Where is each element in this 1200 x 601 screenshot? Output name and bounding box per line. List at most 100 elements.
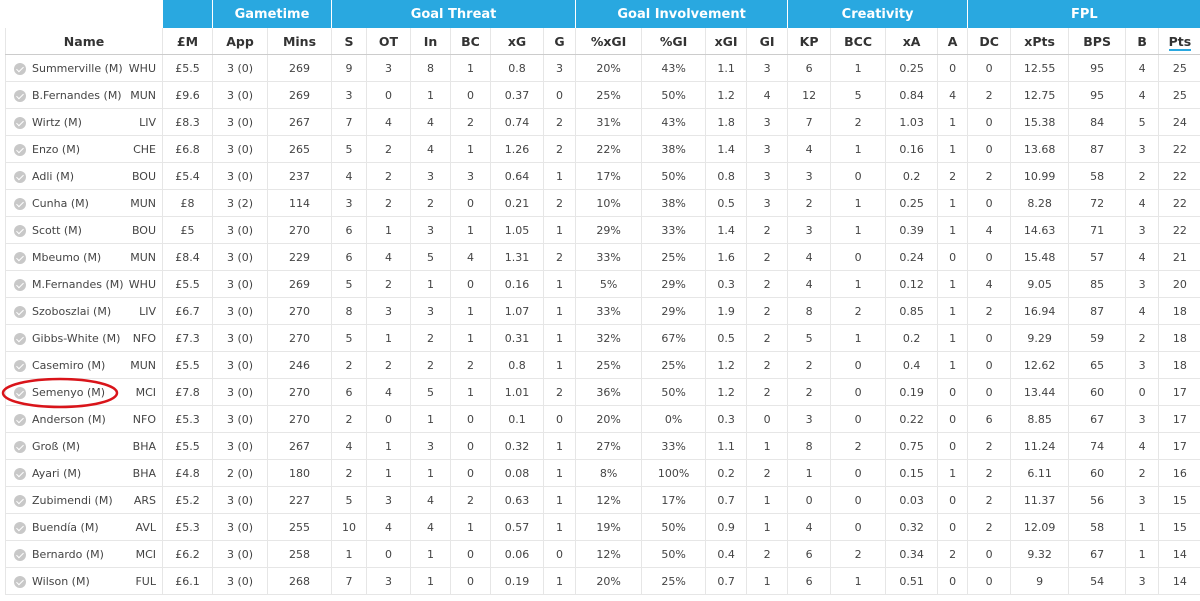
column-header[interactable]: BCC	[830, 28, 886, 55]
player-name[interactable]: Cunha (M)	[32, 196, 89, 210]
check-icon[interactable]	[14, 170, 26, 183]
stat-cell: 1	[1125, 513, 1159, 541]
column-header[interactable]: S	[331, 28, 367, 55]
check-icon[interactable]	[14, 467, 26, 480]
column-label[interactable]: Pts	[1168, 33, 1192, 51]
check-icon[interactable]	[14, 197, 26, 210]
player-name[interactable]: Buendía (M)	[32, 520, 99, 534]
column-header[interactable]: Pts	[1158, 28, 1200, 55]
player-name[interactable]: Adli (M)	[32, 169, 74, 183]
column-label[interactable]: BCC	[844, 33, 873, 49]
player-name[interactable]: M.Fernandes (M)	[32, 277, 124, 291]
check-icon[interactable]	[14, 62, 26, 75]
check-icon[interactable]	[14, 305, 26, 318]
player-name[interactable]: Enzo (M)	[32, 142, 80, 156]
player-name[interactable]: Summerville (M)	[32, 61, 123, 75]
column-label[interactable]: App	[226, 33, 254, 49]
column-label[interactable]: Name	[63, 33, 105, 49]
stat-cell: 0.25	[885, 189, 938, 217]
column-label[interactable]: xG	[507, 33, 527, 49]
column-label[interactable]: xPts	[1024, 33, 1055, 49]
player-name[interactable]: Wilson (M)	[32, 574, 90, 588]
check-icon[interactable]	[14, 494, 26, 507]
column-label[interactable]: %xGI	[590, 33, 627, 49]
column-label[interactable]: £M	[176, 33, 199, 49]
column-label[interactable]: A	[947, 33, 958, 49]
stat-cell: 3 (0)	[212, 540, 268, 568]
column-header[interactable]: xGI	[705, 28, 747, 55]
player-cell: Gibbs-White (M) NFO	[5, 324, 163, 352]
player-name[interactable]: B.Fernandes (M)	[32, 88, 122, 102]
column-header[interactable]: A	[937, 28, 968, 55]
column-label[interactable]: xGI	[714, 33, 738, 49]
column-label[interactable]: xA	[902, 33, 921, 49]
stat-cell: 0	[542, 540, 576, 568]
check-icon[interactable]	[14, 575, 26, 588]
player-cell: Cunha (M) MUN	[5, 189, 163, 217]
column-header[interactable]: xPts	[1010, 28, 1069, 55]
player-name[interactable]: Semenyo (M)	[32, 385, 106, 399]
column-label[interactable]: In	[423, 33, 438, 49]
column-header[interactable]: xG	[490, 28, 544, 55]
check-icon[interactable]	[14, 143, 26, 156]
stat-cell: 2	[746, 270, 788, 298]
stat-cell: 0	[450, 270, 491, 298]
column-header[interactable]: App	[212, 28, 268, 55]
column-label[interactable]: GI	[759, 33, 775, 49]
stat-cell: 1	[937, 189, 968, 217]
player-name[interactable]: Wirtz (M)	[32, 115, 82, 129]
column-header[interactable]: GI	[746, 28, 788, 55]
column-header[interactable]: %GI	[641, 28, 706, 55]
column-header[interactable]: Mins	[267, 28, 332, 55]
column-label[interactable]: BC	[461, 33, 480, 49]
column-label[interactable]: BPS	[1083, 33, 1111, 49]
player-name[interactable]: Szoboszlai (M)	[32, 304, 112, 318]
check-icon[interactable]	[14, 386, 26, 399]
column-header[interactable]: B	[1125, 28, 1159, 55]
player-name[interactable]: Scott (M)	[32, 223, 82, 237]
column-label[interactable]: DC	[979, 33, 999, 49]
stat-cell: 25%	[641, 351, 706, 379]
column-label[interactable]: S	[344, 33, 354, 49]
column-header[interactable]: OT	[366, 28, 411, 55]
player-name[interactable]: Gibbs-White (M)	[32, 331, 121, 345]
column-label[interactable]: %GI	[659, 33, 688, 49]
column-header[interactable]: BPS	[1068, 28, 1126, 55]
check-icon[interactable]	[14, 89, 26, 102]
stat-cell: 36%	[575, 378, 642, 406]
player-name[interactable]: Mbeumo (M)	[32, 250, 102, 264]
check-icon[interactable]	[14, 413, 26, 426]
player-name[interactable]: Casemiro (M)	[32, 358, 106, 372]
player-name[interactable]: Bernardo (M)	[32, 547, 104, 561]
stat-cell: 1	[410, 270, 451, 298]
column-header[interactable]: xA	[885, 28, 938, 55]
player-name[interactable]: Ayari (M)	[32, 466, 82, 480]
check-icon[interactable]	[14, 278, 26, 291]
column-header[interactable]: %xGI	[575, 28, 642, 55]
stat-cell: 1	[410, 540, 451, 568]
column-label[interactable]: G	[554, 33, 565, 49]
check-icon[interactable]	[14, 251, 26, 264]
check-icon[interactable]	[14, 548, 26, 561]
column-label[interactable]: OT	[378, 33, 399, 49]
check-icon[interactable]	[14, 332, 26, 345]
stat-cell: 56	[1068, 486, 1126, 514]
player-name[interactable]: Groß (M)	[32, 439, 81, 453]
column-header[interactable]: DC	[967, 28, 1011, 55]
check-icon[interactable]	[14, 116, 26, 129]
column-header[interactable]: Name	[5, 28, 163, 55]
column-header[interactable]: £M	[162, 28, 213, 55]
column-label[interactable]: B	[1137, 33, 1147, 49]
column-header[interactable]: In	[410, 28, 451, 55]
player-name[interactable]: Anderson (M)	[32, 412, 106, 426]
check-icon[interactable]	[14, 521, 26, 534]
player-name[interactable]: Zubimendi (M)	[32, 493, 113, 507]
column-header[interactable]: KP	[787, 28, 831, 55]
column-header[interactable]: BC	[450, 28, 491, 55]
check-icon[interactable]	[14, 224, 26, 237]
column-label[interactable]: KP	[799, 33, 819, 49]
check-icon[interactable]	[14, 359, 26, 372]
column-header[interactable]: G	[542, 28, 576, 55]
column-label[interactable]: Mins	[282, 33, 317, 49]
check-icon[interactable]	[14, 440, 26, 453]
